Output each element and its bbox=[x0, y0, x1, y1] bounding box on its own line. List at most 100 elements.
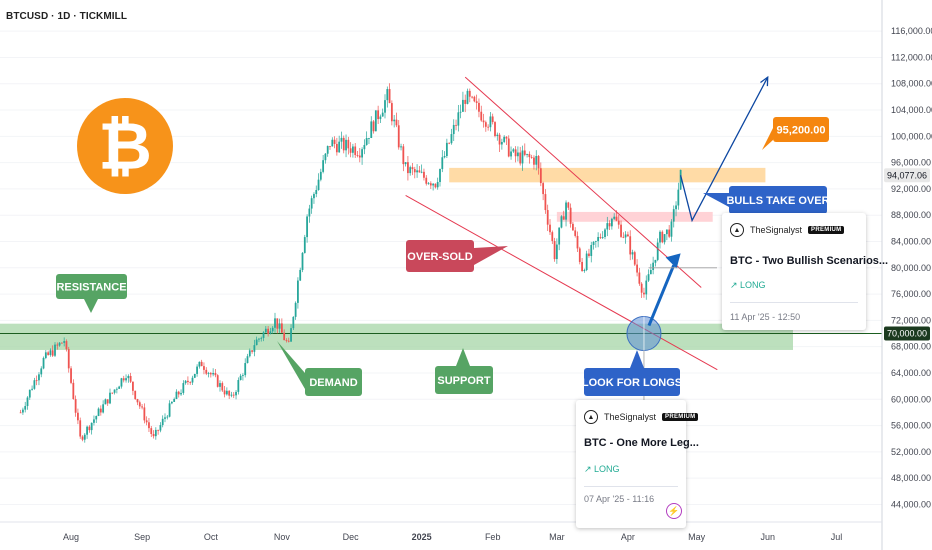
idea-title[interactable]: BTC - Two Bullish Scenarios... bbox=[730, 255, 889, 267]
candle-body bbox=[606, 223, 609, 230]
demand-label-pointer bbox=[277, 341, 305, 389]
candle-body bbox=[530, 157, 533, 158]
resistance-label-text: RESISTANCE bbox=[56, 282, 126, 294]
y-tick-label: 64,000.00 bbox=[891, 368, 931, 378]
candle-body bbox=[152, 433, 155, 437]
idea-author-row: ▲ TheSignalyst PREMIUM bbox=[584, 410, 699, 424]
long-arrow-shaft bbox=[647, 264, 676, 327]
candle-body bbox=[301, 252, 304, 270]
y-tick-label: 96,000.00 bbox=[891, 158, 931, 168]
idea-direction-label: LONG bbox=[740, 280, 766, 290]
bulls-take-over-label-pointer bbox=[703, 193, 729, 207]
candle-body bbox=[521, 150, 524, 164]
candle-body bbox=[63, 341, 66, 343]
candle-body bbox=[459, 111, 462, 113]
candle-body bbox=[544, 194, 547, 211]
candle-body bbox=[253, 345, 256, 352]
x-tick-label: Dec bbox=[343, 532, 360, 542]
candle-body bbox=[436, 182, 439, 188]
candle-body bbox=[397, 125, 400, 148]
trend-up-icon: ↗ bbox=[730, 280, 741, 290]
key-level-tag-box bbox=[884, 326, 930, 341]
candle-body bbox=[97, 408, 100, 417]
candle-body bbox=[317, 179, 320, 190]
candle-body bbox=[125, 378, 127, 381]
y-tick-label: 56,000.00 bbox=[891, 421, 931, 431]
candle-body bbox=[455, 124, 457, 126]
candle-body bbox=[535, 156, 538, 165]
idea-card-two-bullish[interactable]: ▲ TheSignalyst PREMIUM BTC - Two Bullish… bbox=[722, 213, 888, 330]
candle-body bbox=[258, 338, 260, 340]
candle-body bbox=[168, 403, 171, 417]
candle-body bbox=[322, 160, 325, 172]
candle-body bbox=[54, 344, 56, 356]
candle-body bbox=[342, 137, 345, 151]
candle-body bbox=[221, 383, 224, 391]
candle-body bbox=[432, 183, 435, 186]
candle-body bbox=[452, 124, 455, 135]
candle-body bbox=[372, 121, 375, 132]
candle-body bbox=[93, 419, 95, 423]
y-tick-label: 48,000.00 bbox=[891, 473, 931, 483]
target-price-label-pointer bbox=[762, 128, 773, 150]
candle-body bbox=[345, 139, 347, 151]
y-tick-label: 60,000.00 bbox=[891, 394, 931, 404]
x-tick-label: Aug bbox=[63, 532, 79, 542]
candle-body bbox=[294, 302, 297, 317]
demand-label-box bbox=[305, 368, 362, 396]
candle-body bbox=[500, 141, 503, 145]
candle-body bbox=[141, 406, 143, 408]
signalyst-logo-icon: ▲ bbox=[730, 223, 744, 237]
candle-body bbox=[572, 223, 574, 231]
look-for-longs-label-box bbox=[584, 368, 680, 396]
candle-body bbox=[33, 380, 36, 389]
bulls-take-over-label-text: BULLS TAKE OVER bbox=[726, 195, 829, 207]
candle-body bbox=[102, 404, 105, 413]
candle-body bbox=[395, 119, 398, 126]
support-label: SUPPORT bbox=[435, 348, 493, 394]
candle-body bbox=[122, 378, 125, 381]
candle-body bbox=[313, 194, 315, 199]
resistance-label-pointer bbox=[84, 299, 98, 313]
candle-body bbox=[260, 337, 263, 339]
labels: RESISTANCE DEMAND SUPPORT OVER-SOLD LOOK FOR… bbox=[56, 98, 830, 396]
y-tick-label: 68,000.00 bbox=[891, 342, 931, 352]
y-tick-label: 100,000.00 bbox=[891, 131, 932, 141]
x-tick-label: 2025 bbox=[412, 532, 432, 542]
candle-body bbox=[610, 218, 613, 227]
idea-title[interactable]: BTC - One More Leg... bbox=[584, 437, 699, 449]
candle-body bbox=[95, 416, 98, 420]
candle-body bbox=[214, 372, 217, 376]
candle-body bbox=[528, 153, 531, 158]
idea-card-one-more-leg[interactable]: ▲ TheSignalyst PREMIUM BTC - One More Le… bbox=[576, 400, 699, 528]
resistance-zone bbox=[449, 167, 766, 183]
bulls-take-over-label: BULLS TAKE OVER bbox=[703, 186, 830, 214]
candle-body bbox=[67, 349, 70, 369]
candle-body bbox=[205, 369, 208, 374]
candle-body bbox=[154, 429, 157, 437]
idea-divider bbox=[584, 486, 678, 487]
candle-body bbox=[347, 139, 350, 149]
candle-body bbox=[157, 429, 160, 431]
candle-body bbox=[519, 152, 522, 164]
candle-body bbox=[86, 426, 88, 435]
candle-body bbox=[640, 283, 643, 293]
candle-body bbox=[143, 407, 146, 421]
candle-body bbox=[427, 183, 430, 185]
y-tick-label: 112,000.00 bbox=[891, 52, 932, 62]
candle-body bbox=[418, 170, 421, 173]
candle-body bbox=[127, 375, 130, 379]
lightning-icon[interactable]: ⚡ bbox=[666, 503, 682, 519]
y-tick-label: 80,000.00 bbox=[891, 263, 931, 273]
candle-body bbox=[384, 100, 386, 113]
candle-body bbox=[303, 237, 306, 253]
symbol-header: BTCUSD · 1D · TICKMILL bbox=[6, 11, 128, 22]
x-tick-label: Jun bbox=[760, 532, 775, 542]
candle-body bbox=[629, 236, 632, 255]
candle-body bbox=[523, 150, 526, 155]
candle-body bbox=[679, 169, 682, 190]
y-tick-label: 88,000.00 bbox=[891, 210, 931, 220]
candle-body bbox=[251, 350, 253, 352]
candle-body bbox=[620, 224, 622, 237]
